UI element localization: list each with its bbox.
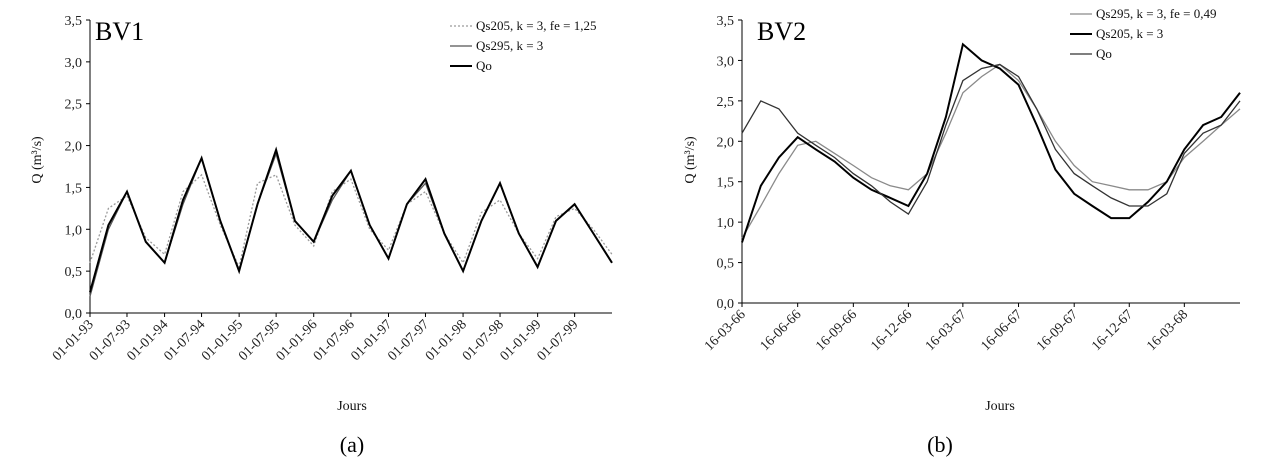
panel-title: BV1 — [95, 17, 144, 46]
y-tick-label: 3,0 — [717, 54, 735, 69]
y-axis-title: Q (m³/s) — [30, 136, 45, 184]
legend-label: Qs295, k = 3 — [476, 38, 543, 53]
y-tick-label: 1,0 — [717, 216, 735, 231]
y-tick-label: 2,0 — [717, 135, 735, 150]
y-tick-label: 3,5 — [717, 14, 735, 29]
x-tick-label: 16-09-66 — [813, 307, 860, 354]
series-line-2 — [741, 42, 1241, 243]
series-line-1 — [741, 63, 1241, 239]
series-line-3 — [741, 63, 1241, 216]
series-line-2 — [89, 151, 613, 297]
x-axis-title: Jours — [985, 399, 1015, 414]
y-tick-label: 0,5 — [65, 265, 83, 280]
legend-label: Qs295, k = 3, fe = 0,49 — [1096, 6, 1216, 21]
y-tick-label: 3,5 — [65, 14, 83, 29]
y-tick-label: 2,5 — [717, 95, 735, 110]
x-axis-title: Jours — [337, 399, 367, 414]
y-tick-label: 1,5 — [717, 176, 735, 191]
x-tick-label: 01-07-99 — [535, 317, 582, 364]
panel-title: BV2 — [757, 17, 806, 46]
y-axis-title: Q (m³/s) — [683, 136, 698, 184]
legend-label: Qs205, k = 3 — [1096, 26, 1163, 41]
y-tick-label: 3,0 — [65, 56, 83, 71]
figure-caption: (a) — [340, 432, 364, 457]
x-tick-label: 16-12-66 — [868, 307, 915, 354]
x-tick-label: 16-06-66 — [758, 307, 805, 354]
chart-panel-bv1: BV1 Q (m³/s) Jours (a) 0,0 0,5 1,0 1,5 2,0 2,… — [30, 14, 613, 457]
x-tick-label: 16-03-68 — [1144, 307, 1191, 354]
x-tick-label: 16-03-66 — [702, 307, 749, 354]
y-tick-label: 1,0 — [65, 223, 83, 238]
x-tick-label: 16-06-67 — [978, 307, 1025, 354]
legend-label: Qs205, k = 3, fe = 1,25 — [476, 18, 596, 33]
y-tick-label: 1,5 — [65, 181, 83, 196]
y-tick-label: 0,0 — [65, 307, 83, 322]
x-tick-label: 16-12-67 — [1089, 307, 1136, 354]
figure-caption: (b) — [927, 432, 953, 457]
legend-label: Qo — [476, 58, 492, 73]
series-line-1 — [89, 173, 613, 270]
series-line-3 — [89, 146, 613, 293]
chart-panel-bv2: BV2 Q (m³/s) Jours (b) 0,0 0,5 1,0 1,5 2,0 2,… — [683, 6, 1241, 457]
y-tick-label: 2,0 — [65, 140, 83, 155]
y-tick-label: 2,5 — [65, 98, 83, 113]
y-tick-label: 0,0 — [717, 297, 735, 312]
x-tick-label: 16-03-67 — [923, 307, 970, 354]
y-tick-label: 0,5 — [717, 257, 735, 272]
legend-label: Qo — [1096, 46, 1112, 61]
x-tick-label: 16-09-67 — [1034, 307, 1081, 354]
